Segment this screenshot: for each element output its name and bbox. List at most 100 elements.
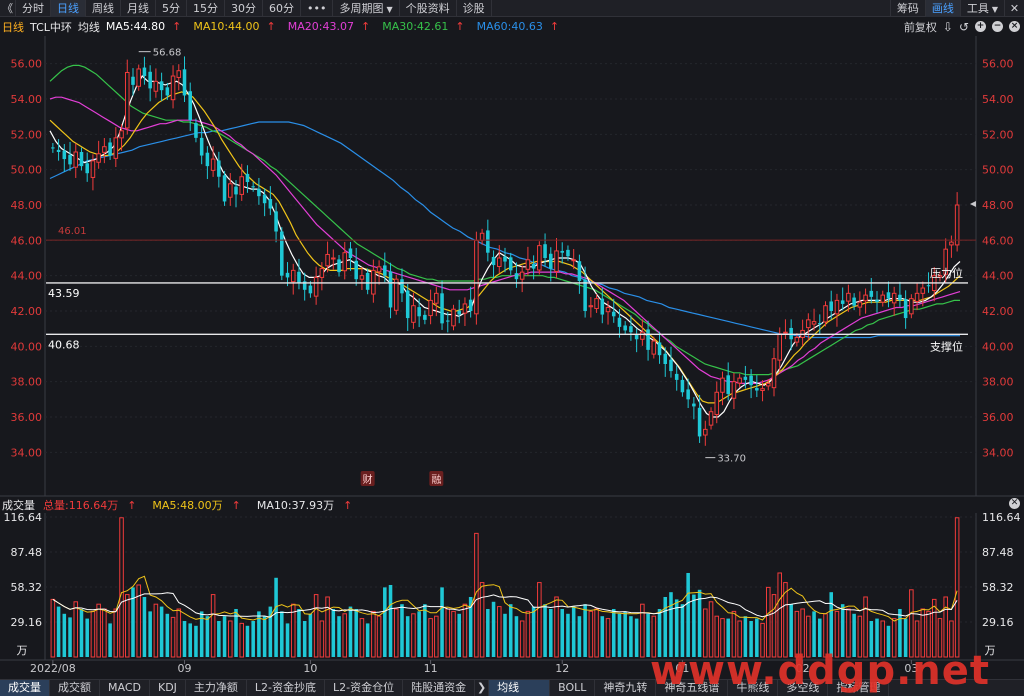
- volume-ma10: MA10:37.93万 ↑: [256, 499, 353, 512]
- volume-bar: [188, 623, 192, 657]
- volume-bar: [468, 596, 473, 657]
- candle-body: [891, 292, 897, 304]
- period-tab-label: 个股资料: [405, 1, 450, 15]
- price-tick-left: 56.00: [11, 58, 43, 71]
- indicator-tab-5[interactable]: L2-资金抄底: [247, 680, 326, 696]
- vol-unit-right: 万: [985, 644, 996, 657]
- candle-body: [73, 151, 79, 168]
- volume-bar: [85, 618, 89, 657]
- candle-body: [669, 359, 673, 372]
- indicator-tab-2[interactable]: MACD: [100, 680, 150, 696]
- indicator-tab-12[interactable]: 牛熊线: [728, 680, 779, 696]
- volume-bar: [806, 615, 811, 658]
- vol-unit-left: 万: [17, 644, 28, 657]
- period-tab-3[interactable]: 月线: [121, 0, 156, 17]
- period-tab-10[interactable]: 个股资料: [400, 0, 457, 17]
- finance-badge: 财: [363, 473, 373, 486]
- volume-bar: [383, 587, 387, 657]
- period-tab-label: 月线: [127, 1, 149, 15]
- adjust-mode-button[interactable]: 前复权: [903, 20, 937, 34]
- candle-body: [869, 290, 874, 297]
- date-label: 02: [796, 662, 810, 675]
- volume-legend: 成交量 总量:116.64万 ↑ MA5:48.00万 ↑ MA10:37.93万 ↑: [0, 497, 1024, 513]
- period-tab-1[interactable]: 日线: [51, 0, 86, 17]
- close-volume-icon[interactable]: ✕: [1009, 498, 1020, 509]
- volume-bar: [943, 596, 948, 658]
- volume-bar: [142, 596, 147, 657]
- period-tab-4[interactable]: 5分: [156, 0, 187, 17]
- ma10-line: [49, 91, 961, 404]
- candle-body: [51, 147, 55, 149]
- volume-bar: [852, 613, 856, 657]
- indicator-tab-13[interactable]: 多空线: [778, 680, 829, 696]
- back-nav-icon[interactable]: 《: [0, 0, 16, 17]
- volume-bar: [73, 601, 79, 658]
- volume-bar: [251, 620, 255, 657]
- period-tab-9[interactable]: 多周期图 ▼: [333, 0, 400, 17]
- resistance-label: 压力位: [930, 266, 963, 280]
- volume-bar: [794, 610, 800, 658]
- indicator-tab-4[interactable]: 主力净额: [186, 680, 247, 696]
- zoom-out-icon[interactable]: −: [992, 21, 1003, 32]
- close-chart-icon[interactable]: ×: [1009, 21, 1020, 32]
- draw-line-button[interactable]: 画线: [924, 0, 960, 17]
- candle-body: [274, 211, 278, 232]
- indicator-tab-14[interactable]: 指标管理: [828, 680, 890, 696]
- volume-bar: [285, 623, 290, 657]
- period-tab-0[interactable]: 分时: [16, 0, 51, 17]
- price-tick-right: 54.00: [982, 93, 1014, 106]
- tools-menu-button[interactable]: 工具 ▼: [959, 0, 1004, 17]
- indicator-tab-6[interactable]: L2-资金仓位: [325, 680, 404, 696]
- price-tick-left: 48.00: [11, 199, 43, 212]
- period-tab-2[interactable]: 周线: [86, 0, 121, 17]
- volume-bar: [949, 620, 954, 658]
- date-label: 2022/08: [30, 662, 76, 675]
- candle-body: [400, 279, 404, 294]
- period-tab-7[interactable]: 60分: [263, 0, 301, 17]
- chevron-right-icon[interactable]: ❯: [475, 680, 490, 696]
- indicator-tab-7[interactable]: 陆股通资金: [403, 680, 476, 696]
- candle-body: [560, 250, 565, 253]
- price-tick-left: 38.00: [11, 376, 43, 389]
- period-tab-5[interactable]: 15分: [187, 0, 225, 17]
- period-tab-11[interactable]: 诊股: [457, 0, 492, 17]
- volume-bar: [400, 604, 404, 657]
- candle-body: [383, 265, 387, 276]
- candle-body: [365, 272, 370, 290]
- support-value: 40.68: [48, 338, 80, 351]
- zoom-in-icon[interactable]: +: [975, 21, 986, 32]
- indicator-tab-3[interactable]: KDJ: [150, 680, 186, 696]
- volume-bar: [708, 601, 714, 658]
- indicator-tab-11[interactable]: 神奇五线谱: [656, 680, 729, 696]
- indicator-tab-0[interactable]: 成交量: [0, 680, 50, 696]
- candle-body: [508, 257, 513, 271]
- close-icon[interactable]: ✕: [1004, 0, 1024, 17]
- period-tab-label: 多周期图: [339, 1, 384, 15]
- indicator-tab-1[interactable]: 成交额: [50, 680, 100, 696]
- volume-bar: [692, 594, 696, 657]
- volume-bar: [153, 603, 159, 658]
- volume-bar: [165, 613, 170, 657]
- candle-body: [920, 287, 926, 294]
- ma-settings-link[interactable]: 均线: [77, 20, 100, 34]
- price-tick-right: 36.00: [982, 411, 1014, 424]
- candle-body: [823, 305, 828, 323]
- indicator-tab-9[interactable]: BOLL: [550, 680, 596, 696]
- candle-body: [393, 278, 399, 311]
- watermark: www.ddgp.net: [650, 648, 990, 694]
- candle-body: [588, 305, 594, 308]
- indicator-tab-8[interactable]: 均线: [489, 680, 551, 696]
- margin-badge: 融: [431, 474, 441, 486]
- indicator-tab-10[interactable]: 神奇九转: [595, 680, 657, 696]
- adjust-lock-icon[interactable]: ⇩: [942, 19, 953, 34]
- volume-bar: [720, 618, 725, 658]
- reset-icon[interactable]: ↺: [958, 19, 969, 34]
- period-tab-6[interactable]: 30分: [225, 0, 263, 17]
- chips-button[interactable]: 筹码: [889, 0, 925, 17]
- candle-body: [880, 294, 886, 303]
- period-label: 日线: [2, 20, 24, 34]
- volume-bar: [228, 620, 233, 658]
- period-tab-8[interactable]: •••: [301, 0, 334, 17]
- up-arrow-icon: ↑: [549, 20, 560, 33]
